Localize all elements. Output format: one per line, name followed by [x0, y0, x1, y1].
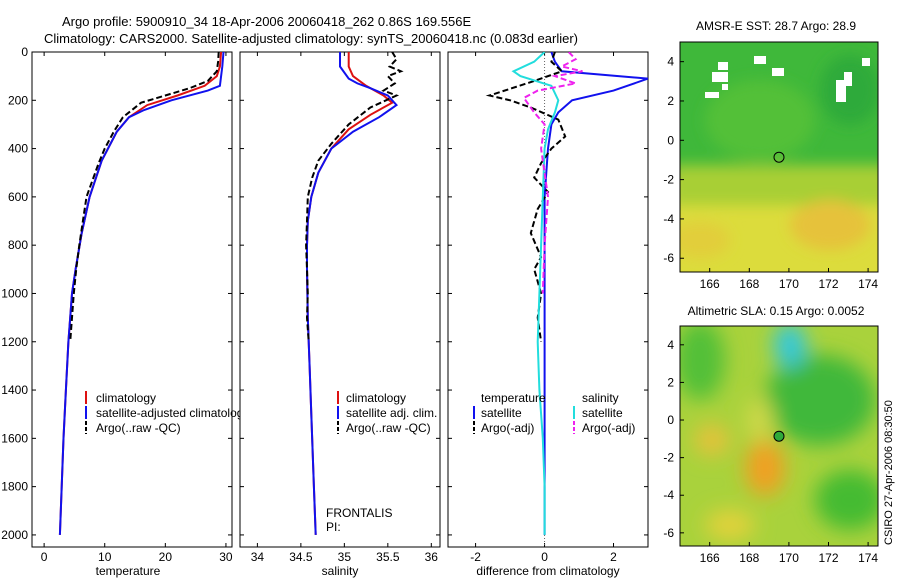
map-x-tick-label: 166 [700, 551, 720, 565]
y-tick-label: 1800 [1, 480, 28, 494]
legend-label-sal-satellite: satellite [582, 406, 623, 420]
y-tick-label: 800 [8, 238, 28, 252]
map-y-tick-label: 0 [667, 133, 674, 147]
legend-title-temperature: temperature [481, 391, 546, 405]
map-x-tick-label: 166 [700, 277, 720, 291]
map-x-tick-label: 168 [739, 551, 759, 565]
temperature-xlabel: temperature [96, 564, 161, 578]
temperature-legend: climatology satellite-adjusted climatolo… [85, 391, 249, 435]
series-line-satellite [58, 52, 225, 535]
map-x-tick-label: 170 [779, 551, 799, 565]
legend-label-temp-argo: Argo(-adj) [481, 421, 534, 435]
series-line-argo [305, 52, 404, 342]
temperature-plot-frame [31, 51, 233, 548]
difference-plot-frame [447, 51, 649, 548]
series-line-temperature-argo [485, 52, 567, 342]
series-line-salinity-argo [522, 52, 583, 294]
x-tick-label: 30 [219, 550, 233, 564]
series-line-salinity-satellite [511, 52, 560, 535]
y-tick-label: 1600 [1, 431, 28, 445]
sst-argo-location-marker [773, 151, 785, 163]
map-y-tick-label: 4 [667, 338, 674, 352]
map-y-tick-label: -6 [663, 526, 674, 540]
frontalis-label: FRONTALIS [326, 506, 392, 520]
sla-map-panel: Altimetric SLA: 0.15 Argo: 0.0052 166 168… [663, 304, 879, 565]
map-y-tick-label: 2 [667, 375, 674, 389]
map-y-tick-label: 2 [667, 94, 674, 108]
series-line-satellite [306, 52, 399, 535]
legend-label-argo: Argo(..raw -QC) [346, 421, 431, 435]
map-x-tick-label: 172 [818, 551, 838, 565]
header-line2: Climatology: CARS2000. Satellite-adjuste… [44, 31, 578, 46]
y-tick-label: 1200 [1, 335, 28, 349]
y-tick-label: 0 [21, 45, 28, 59]
salinity-panel: 34 34.5 35 35.5 36 salinity climatology sate… [239, 51, 441, 578]
csiro-timestamp: CSIRO 27-Apr-2006 08:30:50 [883, 400, 895, 545]
y-tick-label: 2000 [1, 528, 28, 542]
map-y-tick-label: -4 [663, 488, 674, 502]
difference-legend: temperature satellite Argo(-adj) salinit… [473, 391, 635, 435]
temperature-panel: 0 10 20 30 0 200 400 600 800 1000 1200 1400 1600 1800… [1, 45, 249, 578]
map-y-tick-label: 4 [667, 55, 674, 69]
header-line1: Argo profile: 5900910_34 18-Apr-2006 200… [62, 14, 471, 29]
map-x-tick-label: 168 [739, 277, 759, 291]
legend-label-climatology: climatology [346, 391, 406, 405]
legend-label-temp-satellite: satellite [481, 406, 522, 420]
legend-label-satellite: satellite-adjusted climatology [96, 406, 249, 420]
x-tick-label: -2 [470, 550, 481, 564]
legend-label-climatology: climatology [96, 391, 156, 405]
series-line-argo [69, 52, 220, 342]
x-tick-label: 35 [338, 550, 352, 564]
map-y-tick-label: -2 [663, 173, 674, 187]
pi-label: PI: [326, 520, 341, 534]
x-tick-label: 35.5 [376, 550, 400, 564]
map-y-tick-label: 0 [667, 413, 674, 427]
legend-label-argo: Argo(..raw -QC) [96, 421, 181, 435]
y-tick-label: 1400 [1, 383, 28, 397]
sla-argo-location-marker [773, 430, 785, 442]
legend-label-sal-argo: Argo(-adj) [582, 421, 635, 435]
map-x-tick-label: 170 [779, 277, 799, 291]
sst-map-title: AMSR-E SST: 28.7 Argo: 28.9 [696, 19, 856, 33]
x-tick-label: 2 [610, 550, 617, 564]
x-tick-label: 34 [251, 550, 265, 564]
x-tick-label: 0 [41, 550, 48, 564]
legend-title-salinity: salinity [582, 391, 619, 405]
map-x-tick-label: 174 [858, 277, 878, 291]
sla-map-title: Altimetric SLA: 0.15 Argo: 0.0052 [688, 304, 865, 318]
x-tick-label: 36 [425, 550, 439, 564]
x-tick-label: 34.5 [289, 550, 313, 564]
legend-label-satellite: satellite adj. clim. [346, 406, 437, 420]
difference-panel: -2 0 2 difference from climatology tempera… [447, 51, 649, 578]
map-y-tick-label: -6 [663, 251, 674, 265]
sst-map-panel: AMSR-E SST: 28.7 Argo: 28.9 166 168 170 172… [663, 19, 879, 291]
y-tick-label: 600 [8, 190, 28, 204]
sst-map-frame [679, 41, 879, 273]
map-y-tick-label: -4 [663, 212, 674, 226]
y-tick-label: 400 [8, 142, 28, 156]
salinity-plot-frame [239, 51, 441, 548]
salinity-xlabel: salinity [322, 564, 359, 578]
difference-xlabel: difference from climatology [476, 564, 619, 578]
sst-map-image [680, 42, 878, 272]
map-x-tick-label: 174 [858, 551, 878, 565]
x-tick-label: 20 [159, 550, 173, 564]
sla-map-frame [679, 325, 879, 547]
salinity-legend: climatology satellite adj. clim. Argo(..… [337, 391, 437, 435]
x-tick-label: 0 [541, 550, 548, 564]
map-y-tick-label: -2 [663, 451, 674, 465]
map-x-tick-label: 172 [818, 277, 838, 291]
y-tick-label: 200 [8, 93, 28, 107]
y-tick-label: 1000 [1, 286, 28, 300]
x-tick-label: 10 [98, 550, 112, 564]
series-line-temperature-satellite [543, 52, 648, 535]
